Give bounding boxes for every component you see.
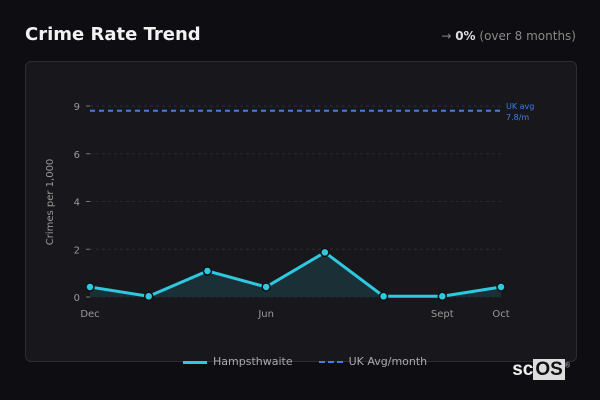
legend-label: Hampsthwaite [213,355,293,368]
y-tick-label: 0 [74,293,80,304]
uk-avg-value: 7.8/m [506,113,529,122]
uk-avg-label: UK avg [506,102,534,111]
data-point [437,291,448,302]
x-tick-label: Oct [492,309,509,320]
chart-title: Crime Rate Trend [25,24,201,45]
y-tick-label: 9 [74,102,80,113]
y-tick-label: 6 [74,150,80,161]
data-point [85,282,95,292]
data-point [496,282,506,292]
x-tick-label: Dec [80,309,99,320]
trend-arrow: → [441,29,452,43]
legend-item-hampsthwaite[interactable]: Hampsthwaite [183,355,293,368]
legend-item-uk-avg[interactable]: UK Avg/month [318,355,428,368]
x-tick-label: Sept [431,309,454,320]
trend-value: 0% [455,29,476,43]
series-area [90,252,501,297]
data-point [143,291,154,302]
data-point [261,282,271,292]
data-point [202,266,213,276]
trend-note: (over 8 months) [479,29,576,43]
legend-label: UK Avg/month [348,355,428,368]
data-point [378,291,389,302]
y-axis-label: Crimes per 1,000 [45,159,56,246]
legend: Hampsthwaite UK Avg/month [183,355,427,368]
data-point [320,247,330,258]
series-line [89,250,502,298]
trend-summary: → 0% (over 8 months) [441,29,576,43]
scos-logo: sc OS ® [512,359,570,380]
y-tick-label: 2 [74,245,80,256]
x-tick-label: Jun [257,309,274,320]
y-tick-label: 4 [74,198,80,209]
